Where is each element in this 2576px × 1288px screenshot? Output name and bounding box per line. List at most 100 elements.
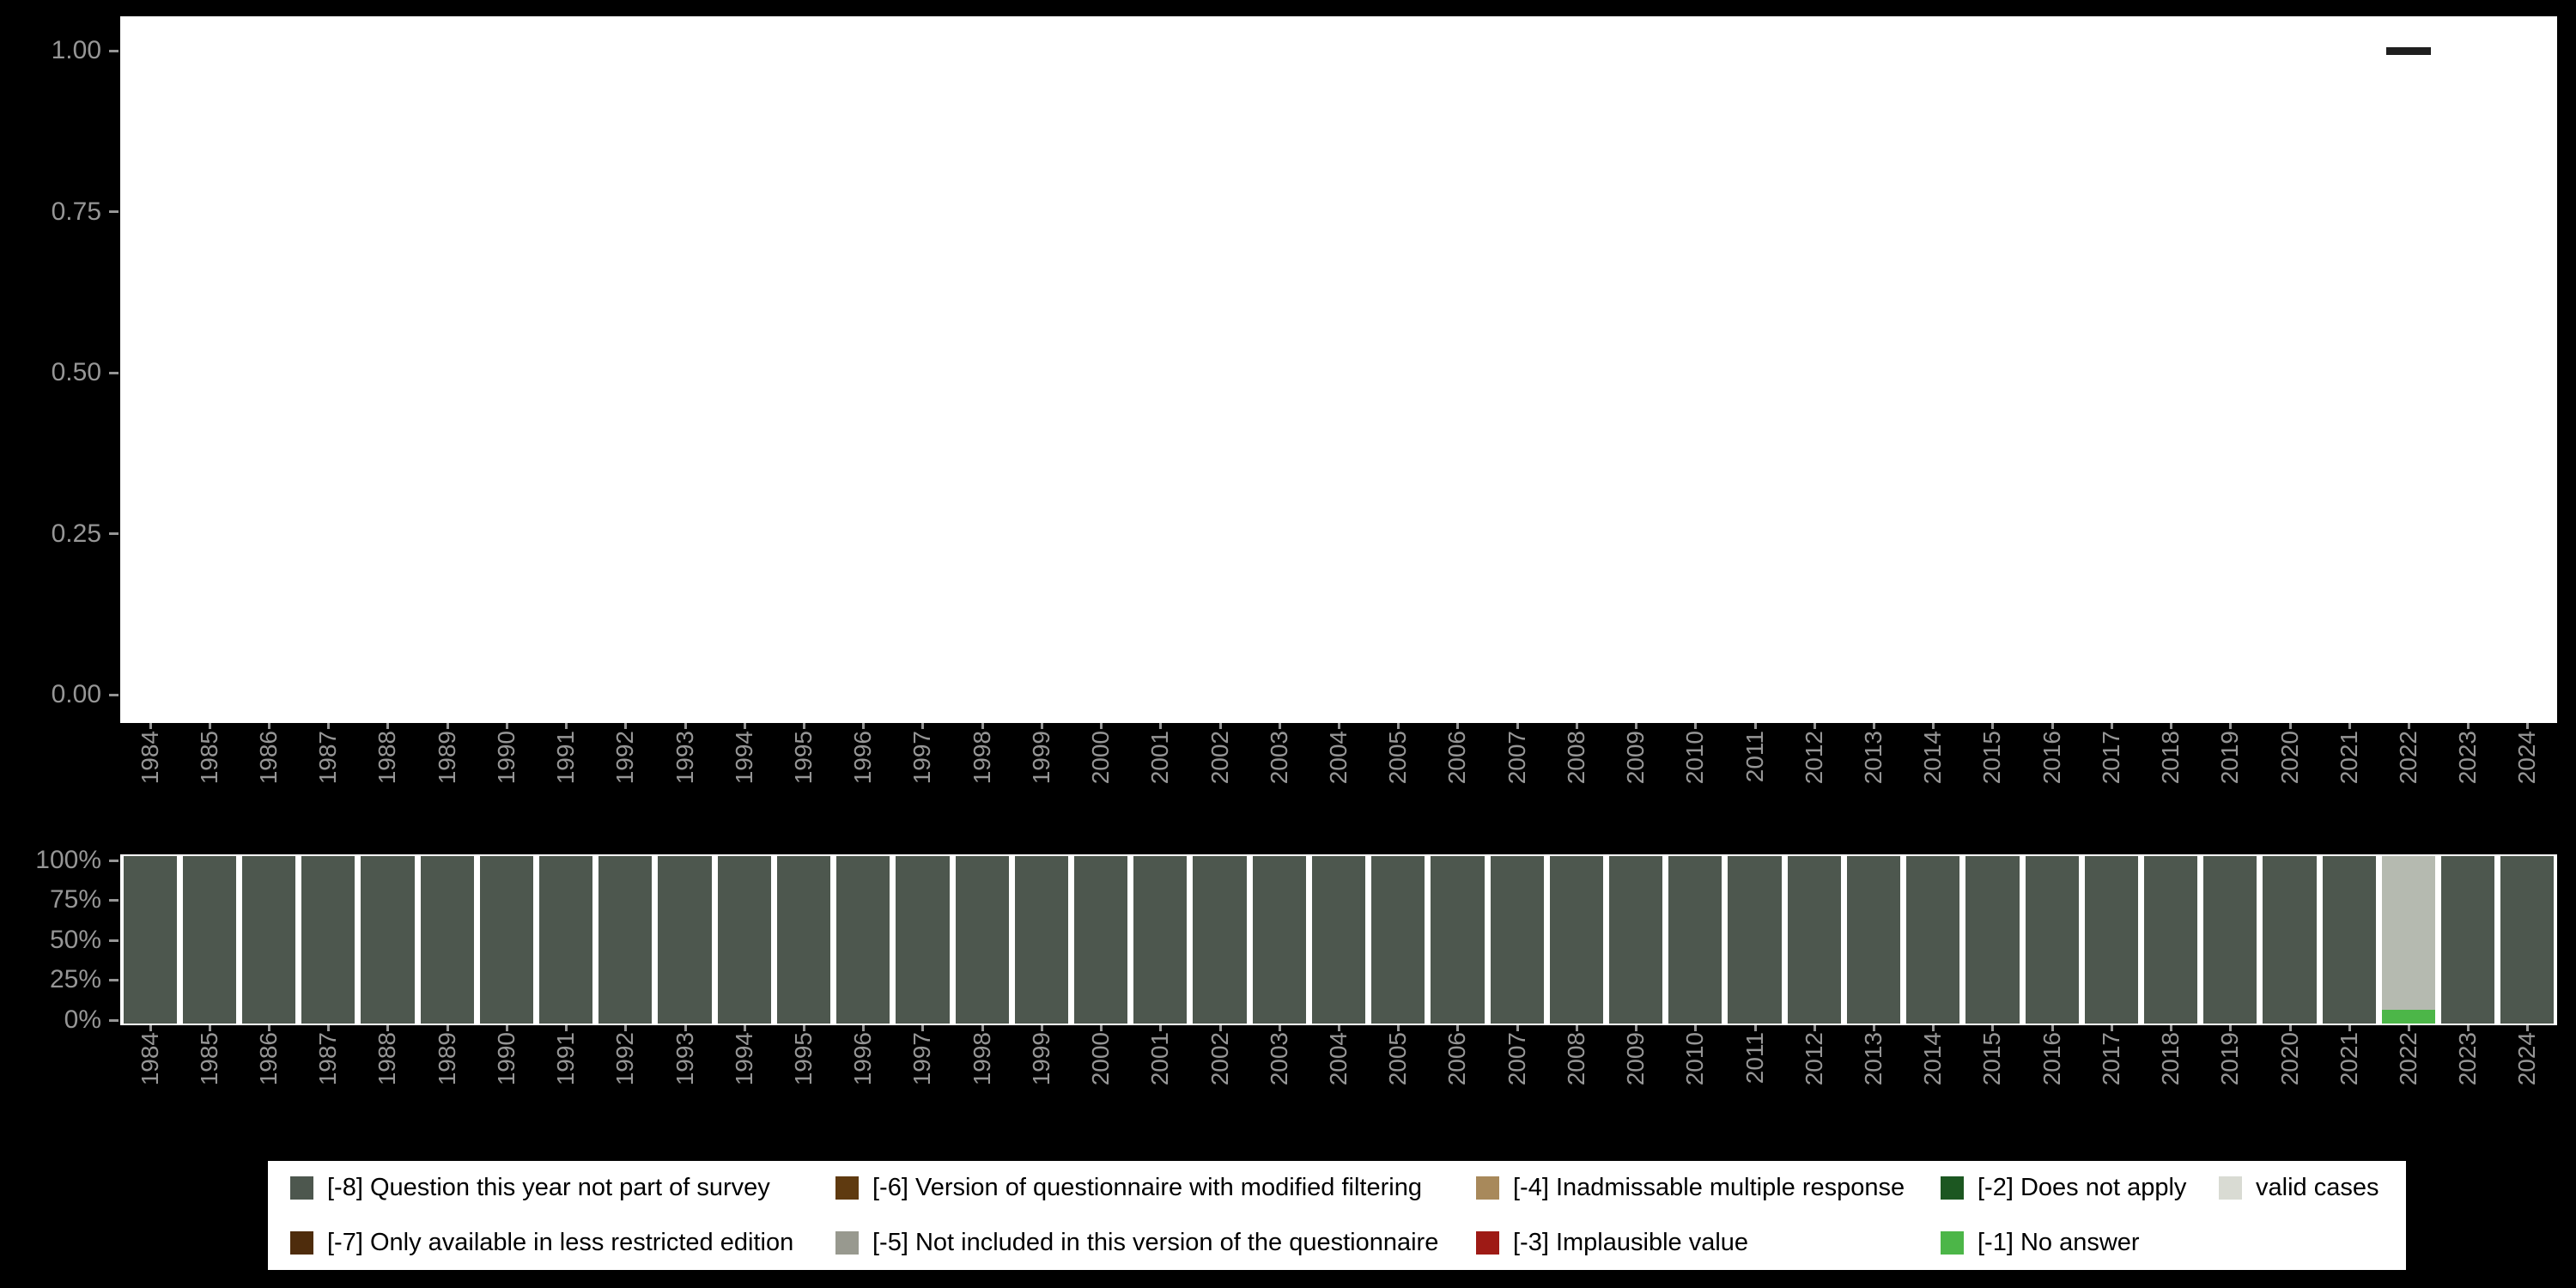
x-tick-mark	[2288, 1025, 2292, 1031]
stacked-bar-2024	[2500, 856, 2555, 1024]
x-axis-year-label: 2003	[1265, 731, 1292, 785]
stacked-bar-2013	[1846, 856, 1901, 1024]
legend-swatch	[2219, 1176, 2242, 1200]
bar-segment	[2381, 856, 2436, 1011]
x-axis-year-label: 2019	[2216, 731, 2244, 785]
x-axis-year-label: 2010	[1681, 731, 1709, 785]
stacked-bar-2012	[1787, 856, 1841, 1024]
legend-label: [-4] Inadmissable multiple response	[1513, 1174, 1905, 1202]
bar-segment	[1965, 856, 2020, 1024]
bar-segment	[1133, 856, 1188, 1024]
x-tick-mark	[327, 1025, 331, 1031]
bar-segment	[1906, 856, 1960, 1024]
x-axis-year-label: 1997	[908, 731, 936, 785]
legend-label: [-2] Does not apply	[1978, 1174, 2187, 1202]
bar-segment	[955, 856, 1009, 1024]
x-axis-year-label: 2020	[2275, 731, 2303, 785]
x-tick-mark	[208, 1025, 211, 1031]
x-tick-mark	[1694, 723, 1698, 729]
legend-label: [-3] Implausible value	[1513, 1228, 1749, 1256]
bar-segment	[2441, 856, 2495, 1024]
bar-segment	[2025, 856, 2079, 1024]
x-tick-mark	[1456, 723, 1460, 729]
bar-segment	[1074, 856, 1128, 1024]
stacked-bar-2023	[2441, 856, 2495, 1024]
legend-swatch	[290, 1176, 313, 1200]
x-axis-year-label: 1996	[849, 731, 877, 785]
x-tick-mark	[1694, 1025, 1698, 1031]
x-tick-mark	[1100, 723, 1103, 729]
bar-segment	[1668, 856, 1722, 1024]
x-tick-mark	[1575, 723, 1578, 729]
bar-segment	[361, 856, 415, 1024]
x-axis-year-label: 2019	[2216, 1032, 2244, 1086]
x-axis-year-label: 2007	[1503, 1032, 1530, 1086]
x-tick-mark	[2526, 723, 2530, 729]
x-tick-mark	[803, 723, 806, 729]
bar-segment	[1014, 856, 1068, 1024]
x-axis-year-label: 2005	[1384, 731, 1412, 785]
stacked-bar-1991	[539, 856, 593, 1024]
x-axis-year-label: 2015	[1978, 731, 2006, 785]
x-tick-mark	[921, 723, 925, 729]
stacked-bar-1996	[836, 856, 890, 1024]
stacked-bar-2005	[1371, 856, 1425, 1024]
stacked-bar-2019	[2203, 856, 2257, 1024]
x-axis-year-label: 2016	[2038, 731, 2065, 785]
x-axis-year-label: 1987	[314, 731, 342, 785]
x-tick-mark	[149, 1025, 152, 1031]
legend-swatch	[1476, 1230, 1499, 1255]
x-axis-year-label: 2012	[1800, 1032, 1827, 1086]
x-axis-year-label: 2021	[2335, 1032, 2362, 1086]
bar-segment	[1728, 856, 1782, 1024]
legend-item: [-3] Implausible value	[1476, 1229, 1941, 1257]
x-axis-year-label: 2010	[1681, 1032, 1709, 1086]
x-tick-mark	[1753, 723, 1757, 729]
stacked-bar-1984	[123, 856, 177, 1024]
legend-item: [-2] Does not apply	[1941, 1174, 2219, 1202]
x-tick-mark	[1872, 723, 1875, 729]
y-axis-tick-label: 0.75	[51, 197, 101, 226]
x-axis-year-label: 1993	[671, 731, 698, 785]
legend-item: [-6] Version of questionnaire with modif…	[835, 1174, 1476, 1202]
x-tick-mark	[2229, 723, 2233, 729]
y-axis-tick-label: 0%	[64, 1005, 101, 1034]
bar-segment	[717, 856, 771, 1024]
stacked-bar-2008	[1549, 856, 1603, 1024]
x-tick-mark	[505, 1025, 508, 1031]
x-tick-mark	[2348, 1025, 2351, 1031]
stacked-bar-1994	[717, 856, 771, 1024]
x-axis-year-label: 2009	[1622, 731, 1649, 785]
stacked-bar-1985	[182, 856, 236, 1024]
bar-segment	[1490, 856, 1544, 1024]
x-tick-mark	[327, 723, 331, 729]
y-axis-tick-label: 50%	[49, 926, 101, 954]
y-axis-tick-label: 25%	[49, 965, 101, 993]
x-axis-year-label: 2001	[1146, 731, 1174, 785]
x-tick-mark	[2170, 723, 2173, 729]
x-tick-mark	[2407, 1025, 2410, 1031]
x-tick-mark	[1753, 1025, 1757, 1031]
x-axis-year-label: 1984	[136, 1032, 163, 1086]
bar-segment	[2084, 856, 2138, 1024]
x-axis-year-label: 2022	[2394, 731, 2421, 785]
legend-item: [-8] Question this year not part of surv…	[290, 1174, 835, 1202]
x-tick-mark	[1397, 1025, 1400, 1031]
x-tick-mark	[624, 723, 628, 729]
stacked-bar-1997	[896, 856, 950, 1024]
bar-segment	[1311, 856, 1366, 1024]
y-tick-mark	[109, 860, 118, 862]
legend-swatch	[1476, 1176, 1499, 1200]
x-axis-year-label: 1992	[611, 731, 639, 785]
bar-segment	[2263, 856, 2317, 1024]
x-axis-year-label: 2022	[2394, 1032, 2421, 1086]
x-tick-mark	[1575, 1025, 1578, 1031]
x-axis-year-label: 1991	[552, 731, 580, 785]
x-tick-mark	[1516, 723, 1519, 729]
x-axis-year-label: 1999	[1027, 1032, 1054, 1086]
x-axis-year-label: 2015	[1978, 1032, 2006, 1086]
x-axis-year-label: 2003	[1265, 1032, 1292, 1086]
x-tick-mark	[268, 723, 271, 729]
x-tick-mark	[2526, 1025, 2530, 1031]
x-tick-mark	[981, 1025, 984, 1031]
